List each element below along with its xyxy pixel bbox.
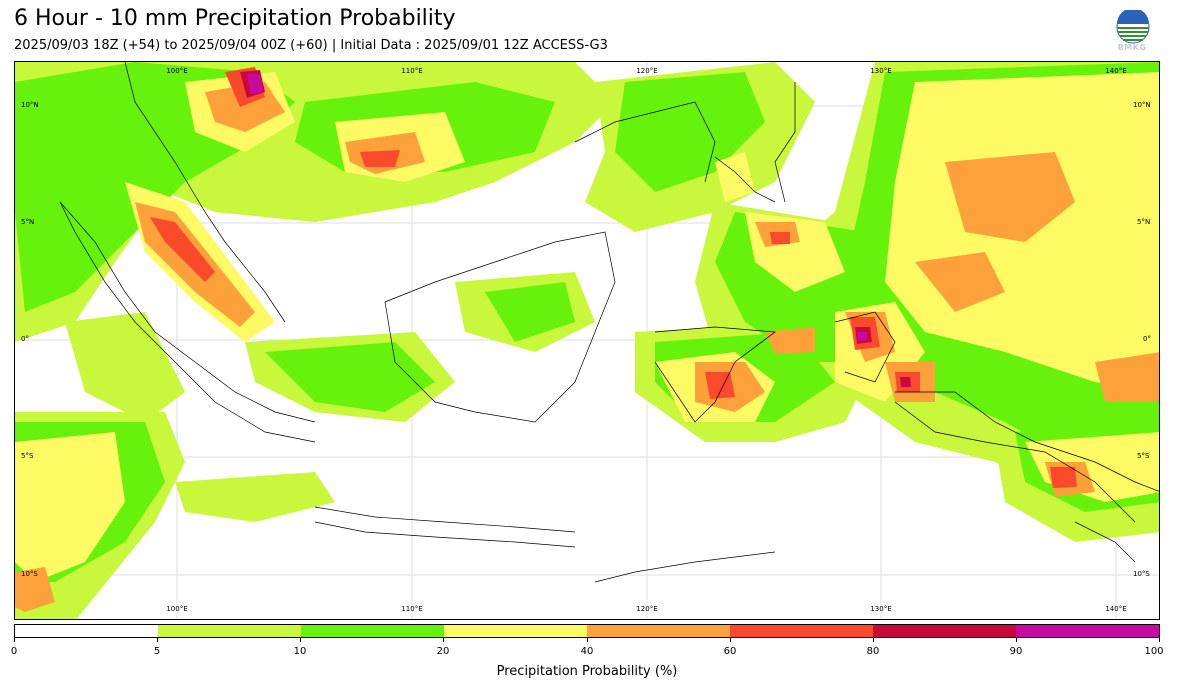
map-panel[interactable]: 100°E 110°E 120°E 130°E 140°E 100°E 110°… [14,61,1160,620]
colorbar-segment [15,625,158,637]
lat-label-right: 0° [1143,335,1151,343]
lat-label-left: 0° [21,335,29,343]
precip-90-100 [247,74,867,341]
lat-label-left: 5°N [21,218,35,226]
colorbar-tick-label: 90 [1009,646,1023,657]
colorbar-tick-mark [14,638,15,642]
chart-subtitle: 2025/09/03 18Z (+54) to 2025/09/04 00Z (… [14,38,608,53]
colorbar-tick-label: 20 [436,646,450,657]
colorbar-tick-mark [730,638,731,642]
lon-label-bottom: 130°E [870,605,892,613]
lon-label-top: 110°E [401,67,423,75]
bmkg-logo [1116,10,1150,44]
colorbar-tick-mark [587,638,588,642]
colorbar-segment [301,625,444,637]
lat-label-right: 10°S [1133,570,1150,578]
colorbar-segment [730,625,873,637]
lon-label-top: 140°E [1105,67,1127,75]
lon-label-bottom: 110°E [401,605,423,613]
lat-label-left: 10°S [21,570,38,578]
lat-label-right: 5°N [1137,218,1151,226]
colorbar-tick-label: 40 [580,646,594,657]
colorbar-tick-label: 60 [723,646,737,657]
lat-label-right: 5°S [1137,452,1150,460]
lon-label-top: 130°E [870,67,892,75]
colorbar-tick-label: 100 [1144,646,1164,657]
chart-title: 6 Hour - 10 mm Precipitation Probability [14,6,456,31]
lon-label-bottom: 140°E [1105,605,1127,613]
colorbar-tick-mark [157,638,158,642]
lon-label-bottom: 100°E [166,605,188,613]
colorbar-tick-label: 80 [866,646,880,657]
coastlines [59,62,1159,583]
colorbar-tick-mark [443,638,444,642]
colorbar-tick-mark [1159,638,1160,642]
colorbar-segment [873,625,1016,637]
lat-label-left: 5°S [21,452,34,460]
colorbar-segment [1016,625,1159,637]
logo-text: BMKG [1117,43,1147,52]
colorbar-tick-label: 10 [293,646,307,657]
colorbar-label: Precipitation Probability (%) [496,664,678,679]
lon-label-top: 100°E [166,67,188,75]
colorbar-segment [158,625,301,637]
colorbar-tick-mark [1016,638,1017,642]
precipitation-map [15,62,1159,619]
colorbar-tick-label: 0 [10,646,18,657]
colorbar-tick-mark [873,638,874,642]
colorbar-tick-label: 5 [153,646,161,657]
colorbar-segment [444,625,587,637]
lat-label-left: 10°N [21,101,39,109]
lon-label-top: 120°E [636,67,658,75]
lat-label-right: 10°N [1133,101,1151,109]
colorbar [14,624,1160,638]
lon-label-bottom: 120°E [636,605,658,613]
colorbar-tick-mark [300,638,301,642]
colorbar-segment [587,625,730,637]
